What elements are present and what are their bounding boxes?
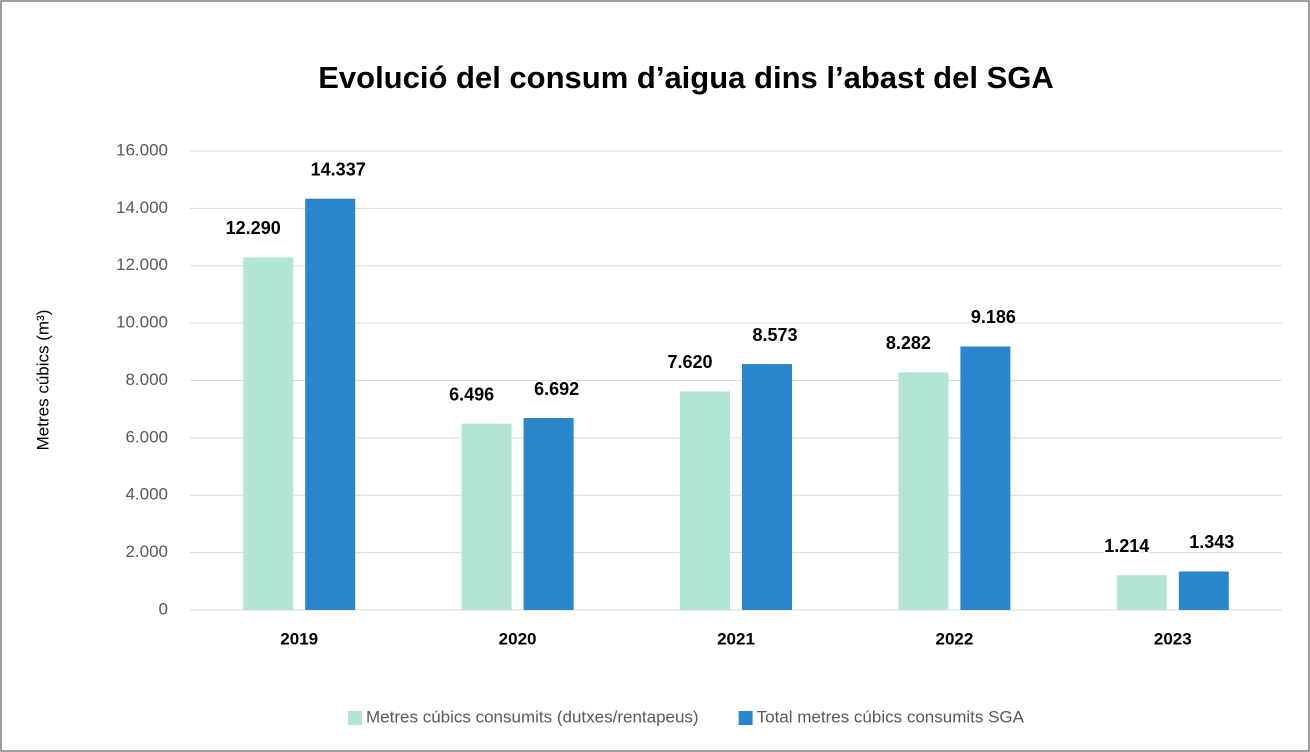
legend-swatch: [348, 711, 363, 725]
legend-label: Total metres cúbics consumits SGA: [757, 707, 1025, 726]
y-tick-label: 0: [159, 599, 168, 618]
y-axis-label: Metres cúbics (m³): [33, 310, 52, 451]
bar: [523, 418, 574, 610]
data-label: 6.496: [449, 384, 494, 404]
data-label: 8.282: [886, 333, 931, 353]
bar: [680, 391, 730, 610]
bar: [243, 257, 294, 610]
bar: [461, 423, 512, 610]
x-tick-label: 2021: [717, 629, 755, 648]
data-label: 6.692: [534, 379, 579, 399]
x-tick-label: 2019: [280, 629, 318, 648]
data-label: 7.620: [667, 352, 712, 372]
data-label: 9.186: [971, 307, 1016, 327]
y-tick-label: 10.000: [116, 313, 168, 332]
y-tick-label: 8.000: [125, 370, 168, 389]
y-tick-label: 16.000: [116, 140, 168, 159]
y-tick-label: 2.000: [125, 542, 168, 561]
bar: [305, 198, 356, 610]
data-label: 1.214: [1104, 536, 1149, 556]
bar: [742, 364, 792, 610]
data-label: 1.343: [1189, 532, 1234, 552]
y-tick-label: 12.000: [116, 255, 168, 274]
legend-swatch: [738, 711, 753, 725]
y-tick-label: 14.000: [116, 198, 168, 217]
bar: [960, 346, 1011, 610]
data-label: 8.573: [752, 325, 797, 345]
x-tick-label: 2022: [935, 629, 973, 648]
chart-title: Evolució del consum d’aigua dins l’abast…: [318, 60, 1054, 95]
data-label: 14.337: [311, 159, 366, 179]
bar: [1178, 571, 1229, 610]
data-label: 12.290: [226, 218, 281, 238]
bar: [898, 372, 949, 610]
y-tick-label: 6.000: [125, 427, 168, 446]
legend-label: Metres cúbics consumits (dutxes/rentapeu…: [366, 707, 699, 726]
y-tick-label: 4.000: [125, 485, 168, 504]
x-tick-label: 2020: [499, 629, 537, 648]
x-tick-label: 2023: [1154, 629, 1192, 648]
bar: [1116, 575, 1167, 610]
